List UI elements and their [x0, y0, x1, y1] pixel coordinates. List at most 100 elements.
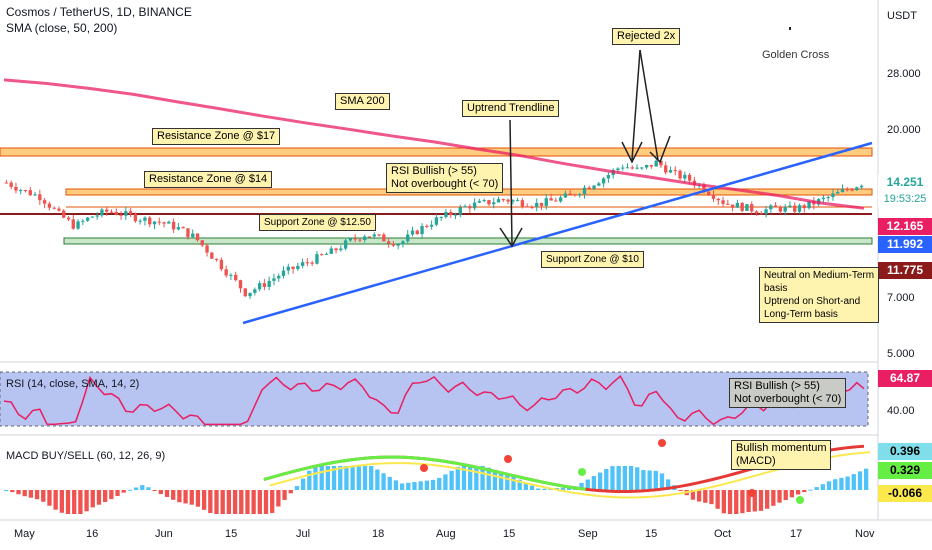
candle-body	[367, 236, 372, 238]
rejected-arrow-1	[631, 49, 641, 161]
macd-histogram-bar	[430, 479, 436, 490]
candle-body	[382, 234, 386, 242]
candle-body	[563, 193, 568, 198]
macd-histogram-bar	[486, 467, 491, 490]
macd-histogram-bar	[282, 490, 287, 500]
macd-histogram-bar	[560, 487, 566, 490]
macd-histogram-bar	[47, 490, 52, 506]
macd-histogram-bar	[857, 471, 863, 490]
candle-body	[573, 194, 577, 196]
macd-histogram-bar	[517, 479, 522, 490]
note-sup1250: Support Zone @ $12.50	[259, 214, 376, 231]
price-tick: 5.000	[887, 348, 915, 360]
support-zone-10	[63, 237, 873, 245]
candle-body	[114, 211, 118, 215]
macd-cross-dot	[796, 496, 804, 504]
candle-body	[659, 160, 663, 166]
candle-body	[272, 278, 276, 281]
macd-histogram-bar	[505, 474, 510, 490]
candle-body	[578, 194, 582, 196]
macd-histogram-bar	[375, 469, 380, 490]
candle-body	[444, 212, 448, 217]
countdown-tag: 19:53:25	[878, 191, 932, 208]
candle-body	[210, 252, 214, 259]
macd-histogram-bar	[399, 483, 405, 490]
candle-body	[143, 217, 147, 221]
macd-histogram-bar	[369, 466, 374, 490]
note-line: RSI Bullish (> 55)	[734, 380, 820, 392]
macd-histogram-bar	[90, 490, 95, 508]
macd-histogram-bar	[344, 466, 349, 490]
candle-body	[229, 274, 233, 276]
macd-histogram-bar	[752, 490, 757, 512]
candle-body	[401, 241, 405, 245]
candle-body	[248, 292, 252, 297]
macd-histogram-bar	[727, 490, 733, 514]
candle-body	[277, 275, 281, 279]
price-tick: 20.000	[887, 124, 921, 136]
candle-body	[224, 269, 228, 276]
candle-body	[291, 266, 295, 269]
macd-histogram-bar	[814, 487, 819, 490]
macd-histogram-bar	[591, 476, 597, 490]
support-tag: 11.775	[878, 262, 932, 279]
candle-body	[4, 182, 9, 184]
candle-body	[38, 194, 42, 201]
macd-histogram-bar	[771, 490, 776, 506]
x-tick: 17	[790, 528, 803, 540]
macd-histogram-bar	[721, 490, 726, 514]
candle-body	[19, 190, 23, 192]
candle-body	[358, 239, 362, 241]
macd-histogram-bar	[10, 490, 15, 493]
candle-body	[769, 205, 773, 210]
macd-histogram-bar	[802, 490, 807, 493]
macd-histogram-bar	[542, 488, 547, 490]
x-tick: 18	[372, 528, 385, 540]
candle-body	[286, 266, 290, 271]
rsi-tick: 40.00	[887, 405, 915, 417]
macd-histogram-bar	[437, 477, 442, 490]
rejected-arrowhead-1	[621, 141, 643, 164]
macd-histogram-bar	[703, 490, 708, 503]
candle-body	[348, 238, 353, 241]
candle-body	[678, 170, 682, 179]
candle-body	[730, 204, 735, 208]
candle-body	[138, 220, 142, 222]
candle-body	[434, 217, 439, 225]
macd-histogram-bar	[616, 466, 621, 490]
candle-body	[296, 265, 300, 269]
candle-body	[214, 258, 219, 260]
x-tick: May	[14, 528, 35, 540]
macd-histogram-bar	[41, 490, 46, 502]
macd-histogram-bar	[325, 466, 331, 490]
macd-histogram-bar	[164, 490, 170, 497]
macd-histogram-bar	[604, 468, 609, 490]
candle-body	[363, 236, 367, 240]
candle-body	[425, 225, 429, 227]
macd-cross-dot	[748, 489, 756, 497]
candle-body	[167, 221, 171, 224]
macd-histogram-bar	[84, 490, 89, 512]
macd-histogram-bar	[22, 490, 27, 497]
price-tick: 28.000	[887, 68, 921, 80]
candle-body	[186, 228, 190, 237]
note-sup10: Support Zone @ $10	[541, 251, 644, 268]
macd-histogram-bar	[498, 471, 504, 490]
candle-body	[468, 206, 472, 209]
macd-histogram-bar	[678, 490, 683, 491]
candle-body	[515, 200, 520, 202]
price-tick: 7.000	[887, 292, 915, 304]
currency-label: USDT	[887, 10, 917, 22]
candle-body	[836, 192, 840, 194]
macd-histogram-bar	[418, 481, 423, 490]
macd-histogram-bar	[140, 485, 145, 490]
macd-histogram-bar	[536, 488, 541, 490]
macd-histogram-bar	[59, 490, 64, 513]
candle-body	[750, 204, 754, 212]
macd-tag: -0.066	[878, 485, 932, 502]
macd-histogram-bar	[567, 487, 572, 490]
macd-histogram-bar	[412, 482, 417, 490]
candle-body	[826, 197, 830, 199]
macd-histogram-bar	[387, 476, 392, 490]
candle-body	[668, 170, 673, 173]
